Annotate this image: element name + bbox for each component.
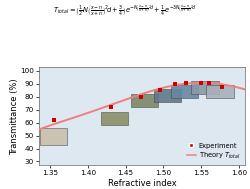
- Legend: Experiment, Theory $T_{total}$: Experiment, Theory $T_{total}$: [185, 141, 242, 162]
- Point: [139, 96, 143, 99]
- FancyBboxPatch shape: [206, 85, 234, 98]
- FancyBboxPatch shape: [40, 128, 68, 145]
- Point: [108, 105, 112, 108]
- FancyBboxPatch shape: [154, 89, 181, 102]
- Point: [184, 82, 188, 85]
- Point: [207, 82, 211, 85]
- FancyBboxPatch shape: [191, 81, 218, 94]
- Point: [173, 82, 177, 85]
- FancyBboxPatch shape: [101, 112, 128, 125]
- FancyBboxPatch shape: [171, 85, 198, 98]
- Text: $T_{total} = \left(\frac{1}{2}N\left(\frac{x-n}{x+n}\right)^{\!2}\!d + \frac{3}{: $T_{total} = \left(\frac{1}{2}N\left(\fr…: [53, 4, 197, 19]
- Point: [199, 82, 203, 85]
- Point: [220, 86, 224, 89]
- Point: [158, 88, 162, 91]
- FancyBboxPatch shape: [131, 94, 158, 107]
- X-axis label: Refractive index: Refractive index: [108, 179, 176, 188]
- Point: [52, 119, 56, 122]
- Y-axis label: Transmittance (%): Transmittance (%): [10, 78, 18, 155]
